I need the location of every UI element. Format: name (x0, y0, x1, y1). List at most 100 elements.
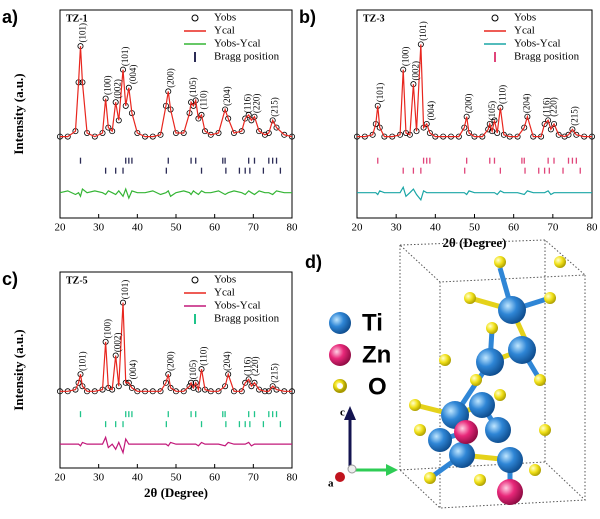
legend-zn (329, 344, 351, 366)
x-axis-label: 2θ (Degree) (144, 485, 208, 500)
legend-text: Ycal (214, 287, 235, 299)
data-point (486, 120, 493, 127)
data-point (256, 128, 263, 135)
peak-label: (101) (78, 351, 88, 371)
data-point (248, 383, 255, 390)
unit-cell (398, 239, 587, 509)
x-tick-label: 40 (132, 222, 144, 234)
data-point (561, 133, 568, 140)
legend-text: Yobs (214, 12, 236, 24)
series-line (357, 185, 592, 202)
sample-label: TZ-5 (66, 275, 88, 286)
bonds (414, 267, 551, 492)
peak-label: (110) (199, 347, 209, 366)
peak-label: (200) (165, 351, 175, 371)
data-point (91, 133, 98, 140)
peak-label: (101) (418, 21, 428, 41)
axis-label: a (328, 478, 334, 490)
peak-label: (220) (250, 356, 260, 376)
x-tick-label: 50 (171, 222, 183, 234)
peak-label: (110) (497, 85, 507, 104)
legend-marker (191, 14, 199, 22)
peak-label: (002) (113, 333, 123, 353)
x-tick-label: 20 (352, 222, 364, 234)
peak-label: (215) (270, 97, 280, 117)
legend-text: Yobs-Ycal (514, 38, 561, 50)
x-tick-label: 40 (430, 222, 442, 234)
legend-text: Bragg position (514, 51, 580, 63)
peak-label: (100) (103, 76, 113, 96)
panel-label: d) (305, 252, 322, 272)
x-tick-label: 30 (391, 222, 403, 234)
peak-label: (105) (188, 360, 198, 380)
x-tick-label: 30 (93, 222, 105, 234)
data-point (485, 126, 492, 133)
legend-text: Yobs-Ycal (214, 38, 261, 50)
sample-label: TZ-3 (363, 13, 385, 24)
peak-label: (204) (521, 94, 531, 114)
legend-ti (329, 312, 351, 334)
data-point (423, 120, 430, 127)
x-tick-label: 60 (209, 472, 221, 484)
peak-label: (110) (199, 90, 209, 109)
sample-label: TZ-1 (66, 13, 88, 24)
legend-text: Yobs (514, 12, 536, 24)
data-point (251, 113, 258, 120)
peak-label: (220) (252, 94, 262, 114)
data-point (541, 120, 548, 127)
data-point (565, 131, 572, 138)
peak-label: (215) (569, 106, 579, 126)
peak-label: (116) (542, 98, 552, 117)
peak-label: (004) (426, 101, 436, 121)
data-point (426, 129, 433, 136)
peak-label: (101) (375, 83, 385, 103)
peak-label: (220) (549, 97, 559, 117)
data-point (569, 126, 576, 133)
data-point (551, 120, 558, 127)
data-point (265, 129, 272, 136)
series-line (59, 187, 292, 200)
axis-label: c (340, 407, 345, 419)
data-point (242, 379, 249, 386)
peak-label: (204) (222, 351, 232, 371)
data-point (269, 383, 276, 390)
data-point (162, 379, 169, 386)
legend-text: Yobs (214, 274, 236, 286)
data-point (248, 117, 255, 124)
peak-label: (002) (113, 79, 123, 99)
peak-label: (116) (242, 94, 252, 113)
peak-label: (002) (410, 61, 420, 81)
data-point (555, 131, 562, 138)
peak-label: (101) (120, 280, 130, 300)
atoms (409, 256, 566, 505)
series-line (357, 44, 592, 138)
panel-label: a) (2, 7, 18, 27)
axis-triad (335, 406, 398, 482)
peak-label: (200) (165, 68, 175, 88)
peak-label: (101) (120, 47, 130, 67)
legend-marker (491, 14, 499, 22)
peak-label: (116) (242, 357, 252, 376)
legend-text: Ycal (514, 25, 535, 37)
peak-label: (200) (464, 94, 474, 114)
legend-text: O (368, 373, 387, 400)
peak-label: (204) (222, 86, 232, 106)
x-tick-label: 30 (93, 472, 105, 484)
data-point (545, 117, 552, 124)
x-tick-label: 20 (55, 222, 67, 234)
series-line (60, 435, 292, 455)
legend-text: Bragg position (214, 51, 280, 63)
data-point (134, 129, 141, 136)
legend-text: Yobs-Ycal (214, 300, 261, 312)
x-tick-label: 40 (132, 472, 144, 484)
data-point (245, 376, 252, 383)
data-point (128, 384, 135, 391)
crystal-panel: d) Ti Zn O c a (305, 239, 587, 509)
x-tick-label: 80 (287, 222, 299, 234)
data-point (524, 113, 531, 120)
peak-label: (105) (487, 101, 497, 121)
peak-label: (215) (270, 363, 280, 383)
